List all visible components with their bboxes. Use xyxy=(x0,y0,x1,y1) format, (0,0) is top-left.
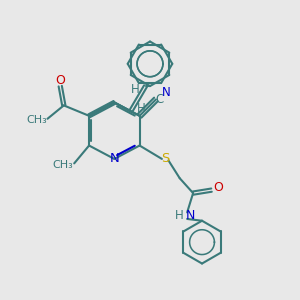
Text: C: C xyxy=(156,93,164,106)
Text: N: N xyxy=(162,86,171,99)
Text: S: S xyxy=(161,152,169,165)
Text: H: H xyxy=(137,102,146,115)
Text: O: O xyxy=(213,181,223,194)
Text: H: H xyxy=(175,209,183,223)
Text: H: H xyxy=(131,82,140,96)
Text: O: O xyxy=(55,74,65,87)
Text: N: N xyxy=(185,209,195,223)
Text: CH₃: CH₃ xyxy=(52,160,73,170)
Text: CH₃: CH₃ xyxy=(27,115,47,125)
Text: N: N xyxy=(110,152,119,165)
